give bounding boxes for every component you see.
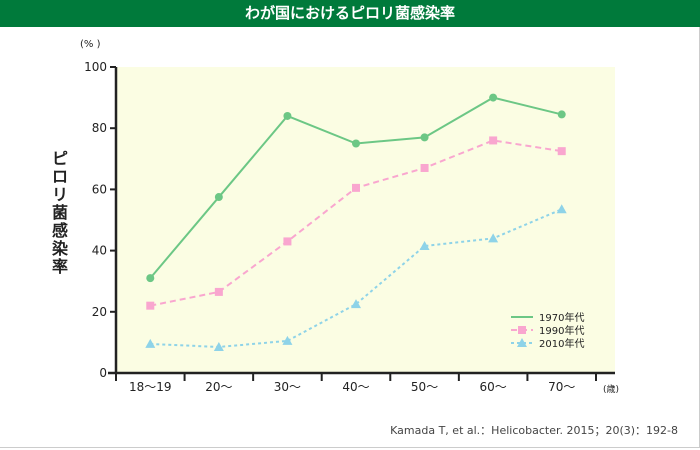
data-point — [213, 341, 224, 351]
y-tick-label: 60 — [92, 182, 107, 196]
data-point — [352, 139, 360, 148]
data-point — [489, 93, 498, 102]
y-tick-label: 80 — [92, 121, 107, 135]
x-tick-label: 50〜 — [411, 380, 438, 394]
legend-marker — [517, 338, 527, 347]
data-point — [419, 241, 430, 251]
data-point — [420, 133, 429, 142]
data-point — [283, 111, 292, 120]
source-citation: Kamada T, et al.：Helicobacter. 2015；20(3… — [390, 424, 678, 437]
x-tick-label: 60〜 — [480, 380, 507, 394]
y-tick-label: 40 — [92, 244, 107, 258]
x-tick-label: 70〜 — [548, 380, 575, 394]
data-point — [556, 204, 567, 214]
legend-label: 1970年代 — [539, 311, 584, 324]
y-unit-label: (% ) — [80, 39, 101, 50]
y-axis-label: ピロリ菌感染率 — [51, 149, 68, 276]
x-tick-label: 20〜 — [205, 380, 232, 394]
data-point — [352, 183, 360, 192]
data-point — [282, 335, 293, 345]
data-point — [557, 110, 566, 119]
data-point — [489, 136, 498, 145]
data-point — [420, 163, 429, 172]
data-point — [488, 233, 499, 243]
x-tick-label: 40〜 — [342, 380, 369, 394]
y-tick-label: 100 — [84, 60, 107, 74]
x-unit-label: (歳) — [603, 383, 619, 395]
data-point — [557, 147, 566, 156]
data-point — [214, 193, 223, 202]
data-point — [145, 338, 156, 348]
data-point — [146, 274, 155, 283]
data-point — [214, 287, 223, 296]
x-tick-label: 30〜 — [274, 380, 301, 394]
legend-label: 2010年代 — [539, 337, 584, 350]
y-tick-label: 0 — [99, 366, 107, 380]
legend-label: 1990年代 — [539, 324, 584, 337]
y-tick-label: 20 — [92, 305, 107, 319]
data-point — [351, 299, 361, 309]
chart-title: わが国におけるピロリ菌感染率 — [0, 0, 700, 27]
legend-marker — [518, 326, 526, 334]
data-point — [283, 237, 292, 246]
data-point — [146, 301, 155, 310]
x-tick-label: 18〜19 — [129, 380, 172, 394]
